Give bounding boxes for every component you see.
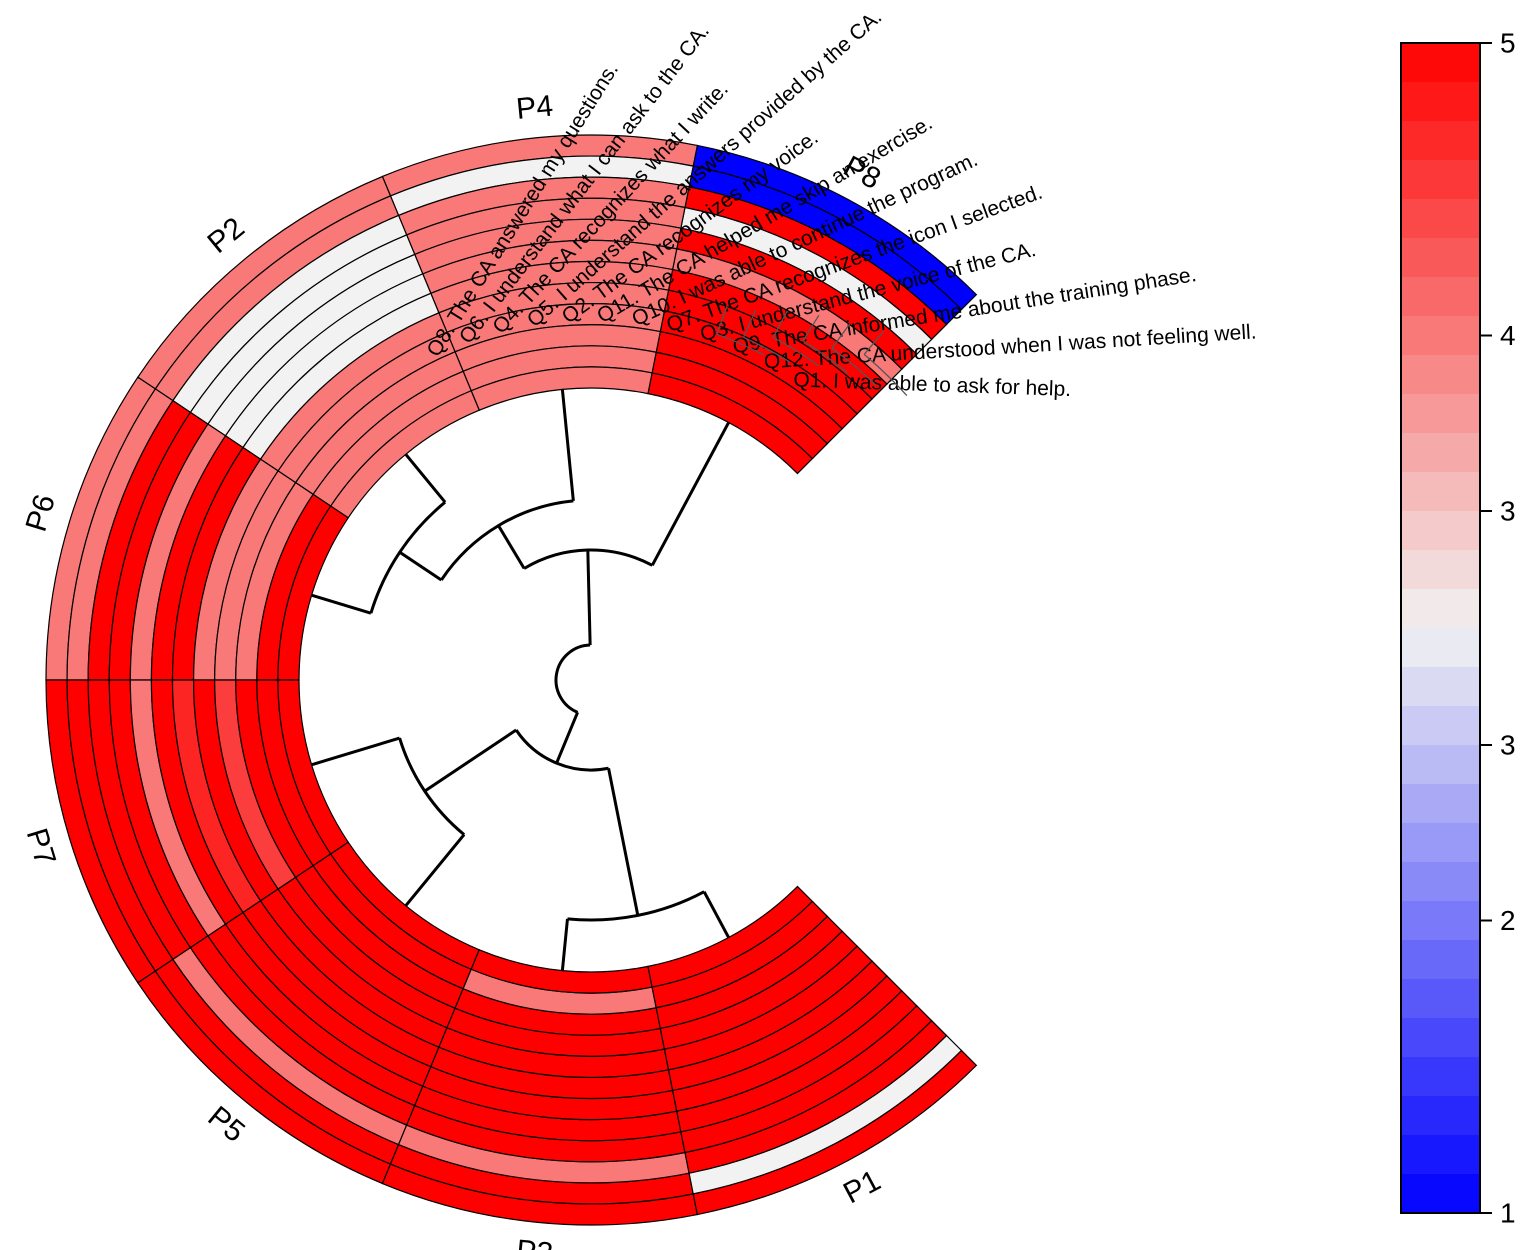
colorbar-tick-label: 3 [1500,496,1516,527]
participant-label-p4: P4 [515,90,555,126]
question-dendrogram-branch [716,305,728,335]
participant-label-p6: P6 [20,491,62,536]
participant-label-p2: P2 [202,211,251,260]
dendrogram-leaf-branch [650,421,730,567]
colorbar-step [1401,316,1480,356]
question-dendrogram-branch [831,323,851,349]
dendrogram-leaf-branch [702,890,730,939]
dendrogram-leaf-branch [560,389,575,502]
question-dendrogram-branch [802,314,820,342]
dendrogram-leaf-branch [311,736,401,767]
colorbar-step [1401,706,1480,746]
colorbar-step [1401,433,1480,473]
colorbar: 5 4 3 3 2 1 [1400,28,1516,1229]
dendrogram-merge-arc [554,643,591,714]
colorbar-step [1401,628,1480,668]
colorbar-step [1401,1018,1480,1058]
question-dendrogram-arc [716,333,765,356]
colorbar-step [1401,472,1480,512]
colorbar-tick-label: 3 [1500,730,1516,761]
colorbar-step [1401,355,1480,395]
colorbar-step [1401,862,1480,902]
colorbar-tick-label: 4 [1500,320,1516,351]
dendrogram-branch [497,524,526,570]
participant-dendrogram [311,389,730,971]
colorbar-step [1401,160,1480,200]
question-dendrogram-branch [863,331,884,355]
dendrogram-leaf-branch [404,833,466,907]
heatmap-cell-p1-q12 [647,885,814,988]
colorbar-step [1401,277,1480,317]
colorbar-step [1401,979,1480,1019]
colorbar-step [1401,199,1480,239]
dendrogram-merge-arc [398,737,466,836]
colorbar-step [1401,82,1480,122]
dendrogram-leaf-branch [560,918,569,971]
dendrogram-branch [607,767,640,916]
question-dendrogram-branch [742,309,757,338]
dendrogram-branch [423,728,518,793]
colorbar-step [1401,940,1480,980]
dendrogram-leaf-branch [404,453,447,504]
participant-label-p5: P5 [202,1100,251,1149]
colorbar-tick-label: 5 [1500,28,1516,59]
colorbar-step [1401,238,1480,278]
heatmap-rings [45,134,978,1226]
dendrogram-leaf-branch [311,593,372,615]
participant-label-p1: P1 [838,1164,886,1210]
participant-label-p3: P3 [515,1234,555,1250]
colorbar-frame [1400,42,1481,1214]
colorbar-step [1401,589,1480,629]
colorbar-step [1401,1057,1480,1097]
dendrogram-branch [555,711,579,764]
colorbar-step [1401,1135,1480,1175]
question-dendrogram [716,305,908,397]
participant-label-p7: P7 [20,825,62,870]
colorbar-step [1401,1174,1480,1214]
dendrogram-branch [586,550,592,646]
colorbar-step [1401,1096,1480,1136]
colorbar-step [1401,121,1480,161]
colorbar-step [1401,667,1480,707]
colorbar-tick-label: 2 [1500,905,1516,936]
question-dendrogram-arc [802,340,849,375]
colorbar-step [1401,511,1480,551]
colorbar-tick-label: 1 [1500,1198,1516,1229]
dendrogram-branch [398,550,443,582]
colorbar-step [1401,823,1480,863]
question-dendrogram-branch [772,310,788,338]
colorbar-step [1401,550,1480,590]
colorbar-step [1401,745,1480,785]
colorbar-step [1401,784,1480,824]
colorbar-step [1401,901,1480,941]
colorbar-step [1401,43,1480,83]
colorbar-step [1401,394,1480,434]
